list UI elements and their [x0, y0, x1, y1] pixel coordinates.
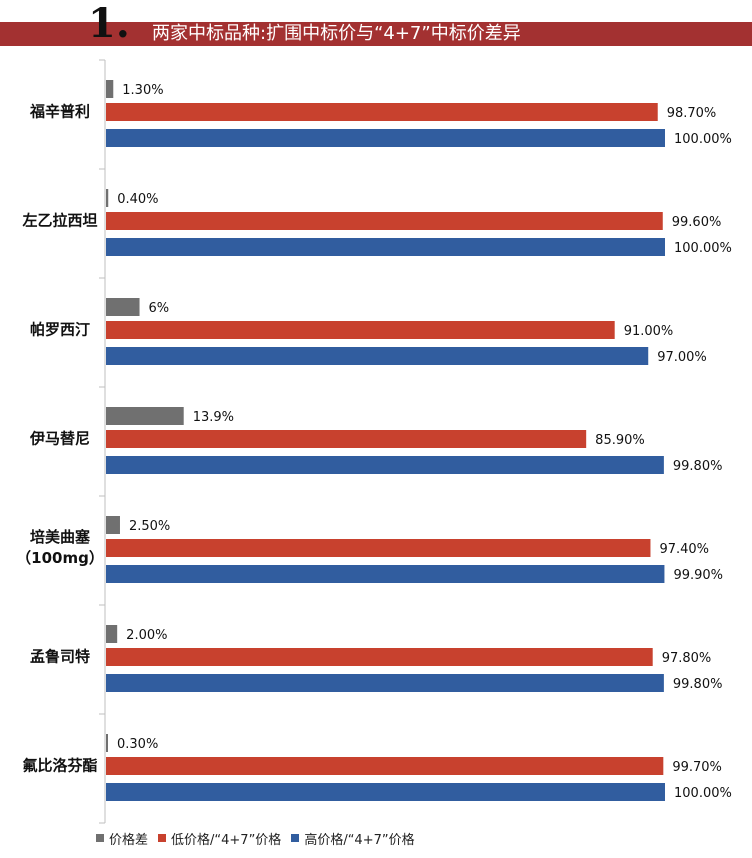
category-label: 左乙拉西坦	[21, 212, 97, 230]
category-label: 福辛普利	[29, 103, 90, 121]
bar-low	[106, 539, 651, 557]
category-label: 伊马替尼	[29, 430, 90, 448]
data-label-high: 99.90%	[673, 568, 723, 583]
bar-diff	[106, 189, 109, 207]
legend-item-high: 高价格/“4+7”价格	[291, 829, 415, 848]
data-label-high: 100.00%	[674, 132, 732, 147]
category-label: 帕罗西汀	[30, 321, 90, 339]
bar-diff	[106, 625, 118, 643]
bar-low	[106, 430, 587, 448]
data-label-diff: 1.30%	[122, 83, 163, 98]
legend-label-high: 高价格/“4+7”价格	[304, 832, 415, 848]
bar-high	[106, 565, 665, 583]
bar-diff	[106, 80, 114, 98]
data-label-diff: 13.9%	[193, 410, 234, 425]
data-label-high: 97.00%	[657, 350, 707, 365]
data-label-low: 85.90%	[595, 433, 645, 448]
legend-swatch-low	[158, 834, 167, 842]
data-label-diff: 2.50%	[129, 519, 170, 534]
legend-item-low: 低价格/“4+7”价格	[158, 829, 281, 848]
data-label-diff: 0.40%	[117, 192, 158, 207]
bar-diff	[106, 734, 108, 752]
bar-high	[106, 783, 665, 801]
data-label-low: 97.80%	[662, 651, 712, 666]
legend: 价格差 低价格/“4+7”价格 高价格/“4+7”价格	[96, 828, 425, 848]
bar-high	[106, 347, 649, 365]
data-label-low: 99.70%	[672, 760, 722, 775]
legend-swatch-high	[291, 834, 300, 842]
data-label-low: 97.40%	[659, 542, 709, 557]
bar-high	[106, 456, 664, 474]
category-label: 培美曲塞	[30, 528, 91, 546]
chart-title: 两家中标品种:扩围中标价与“4+7”中标价差异	[152, 23, 521, 44]
data-label-low: 91.00%	[624, 324, 674, 339]
data-label-high: 99.80%	[673, 459, 723, 474]
data-label-high: 99.80%	[673, 677, 723, 692]
legend-label-low: 低价格/“4+7”价格	[171, 832, 282, 848]
data-label-diff: 6%	[149, 301, 170, 316]
bar-diff	[106, 516, 120, 534]
bar-diff	[106, 298, 140, 316]
bar-high	[106, 129, 665, 147]
legend-swatch-diff	[96, 834, 104, 842]
data-label-high: 100.00%	[674, 786, 732, 801]
category-label: 氟比洛芬酯	[22, 757, 97, 775]
data-label-high: 100.00%	[674, 241, 732, 256]
bar-high	[106, 674, 664, 692]
bar-low	[106, 103, 658, 121]
data-label-low: 98.70%	[667, 106, 717, 121]
bar-low	[106, 648, 653, 666]
legend-label-diff: 价格差	[109, 832, 149, 848]
legend-item-diff: 价格差	[96, 829, 148, 848]
title-banner	[0, 22, 752, 46]
data-label-diff: 2.00%	[126, 628, 167, 643]
category-label: （100mg）	[16, 549, 104, 567]
category-label: 孟鲁司特	[30, 648, 90, 666]
bar-low	[106, 757, 664, 775]
bar-diff	[106, 407, 184, 425]
title-number: 1.	[88, 0, 130, 47]
data-label-low: 99.60%	[672, 215, 722, 230]
bar-low	[106, 321, 615, 339]
bar-low	[106, 212, 663, 230]
data-label-diff: 0.30%	[117, 737, 158, 752]
bar-high	[106, 238, 665, 256]
